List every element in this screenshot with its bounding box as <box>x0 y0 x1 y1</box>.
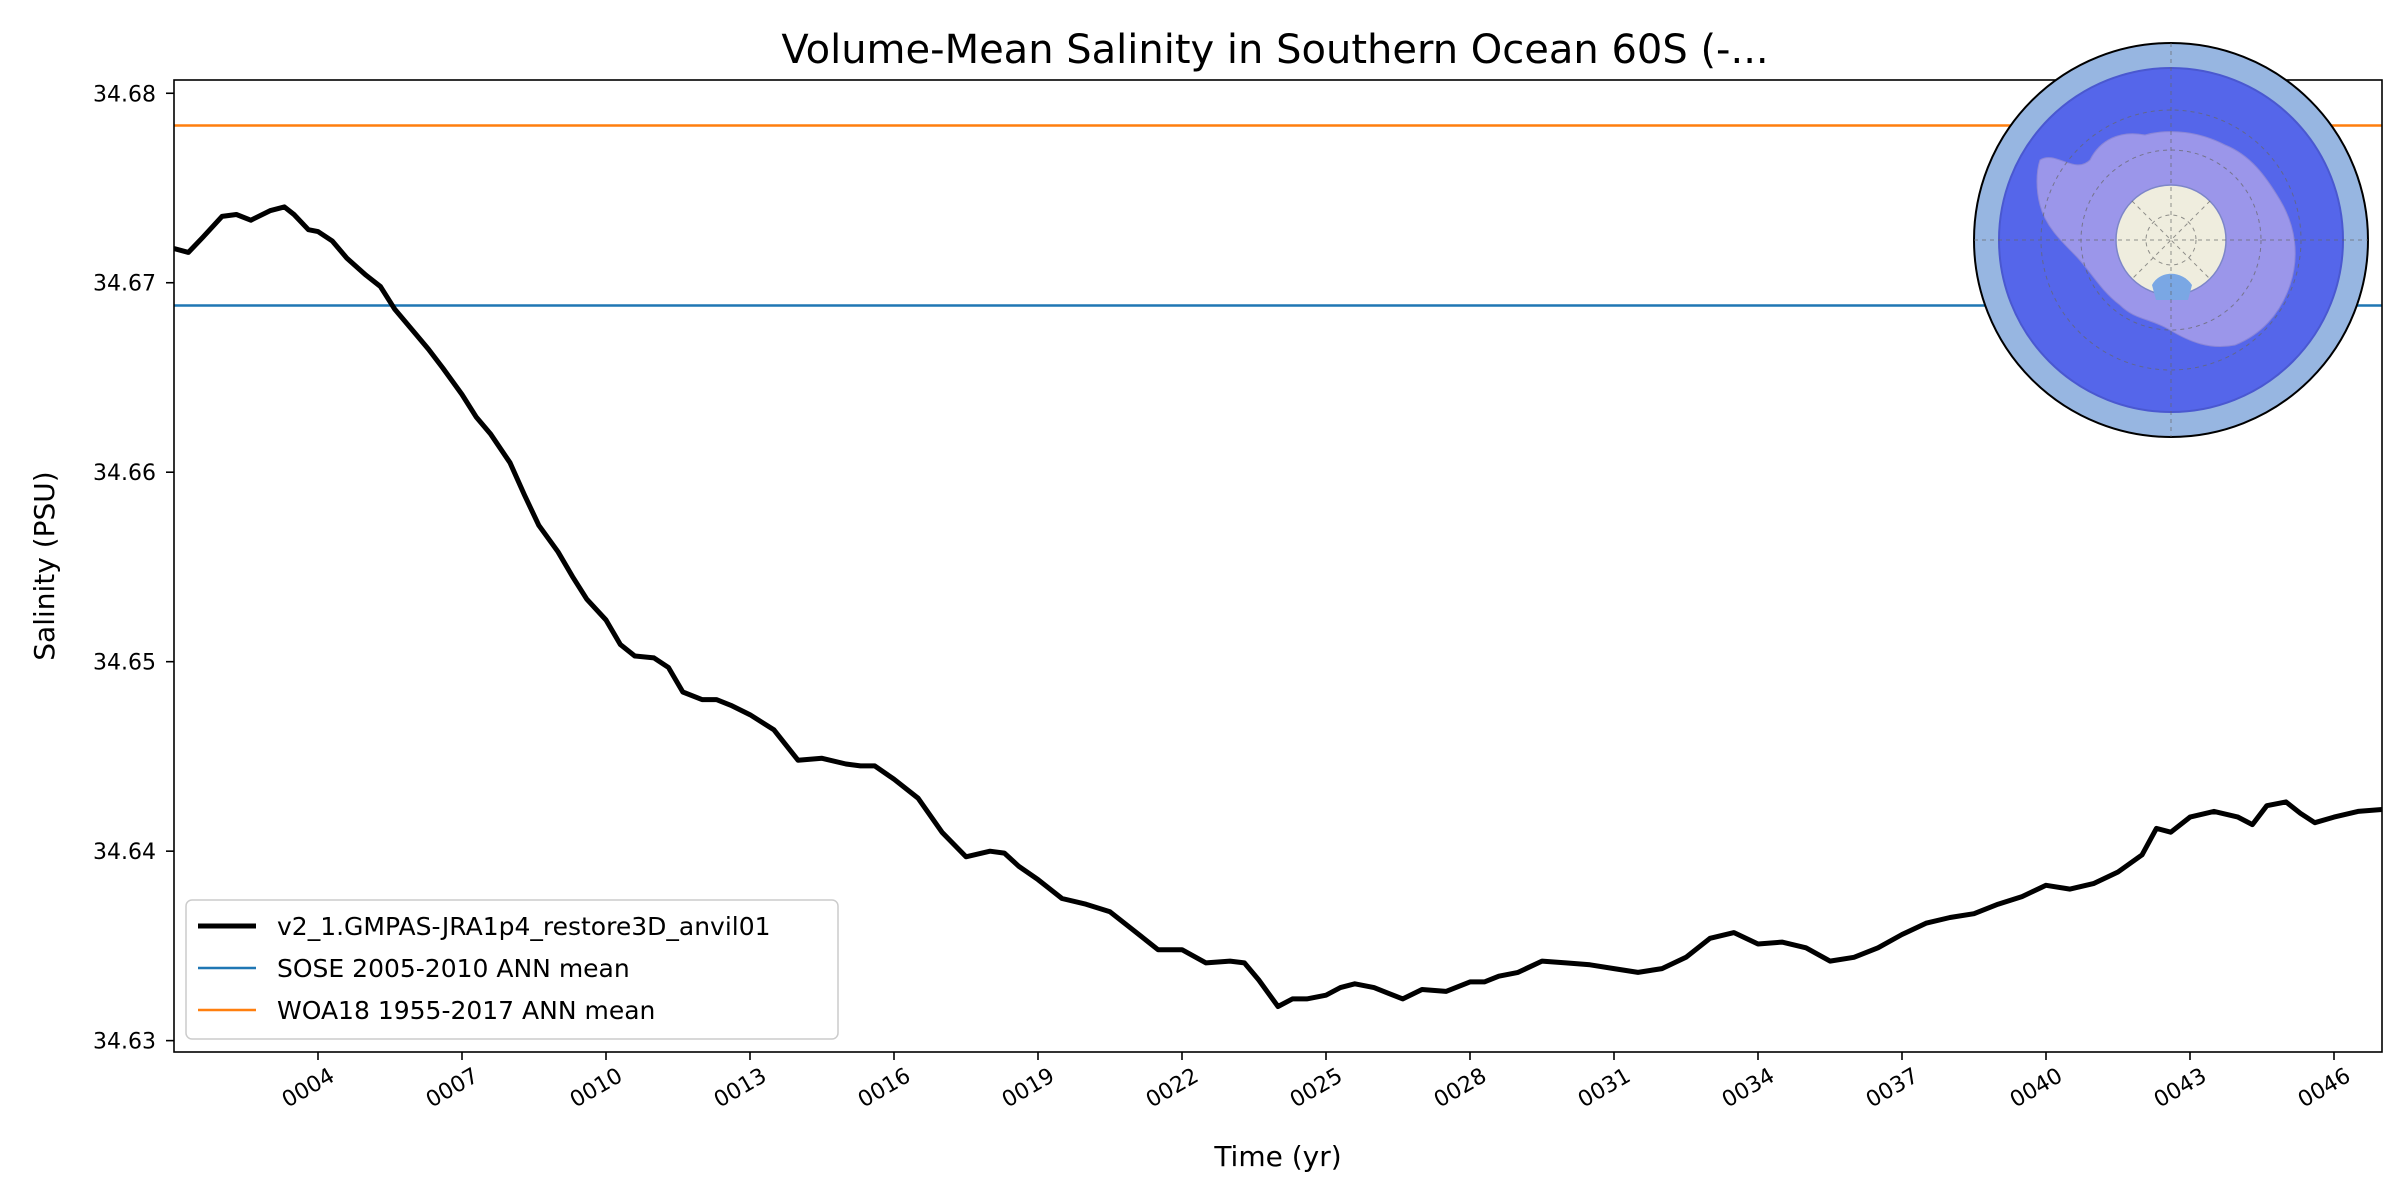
legend-label-sose: SOSE 2005-2010 ANN mean <box>277 954 630 983</box>
legend: v2_1.GMPAS-JRA1p4_restore3D_anvil01 SOSE… <box>185 899 839 1040</box>
y-tick-label: 34.68 <box>93 82 156 107</box>
legend-item-sose: SOSE 2005-2010 ANN mean <box>198 954 630 983</box>
y-tick-label: 34.63 <box>93 1030 156 1055</box>
inset-sector-notch <box>2152 273 2192 300</box>
inset-gridlines <box>1974 43 2368 437</box>
legend-label-woa18: WOA18 1955-2017 ANN mean <box>277 996 655 1025</box>
y-axis-label: Salinity (PSU) <box>28 471 61 660</box>
y-tick-label: 34.65 <box>93 651 156 676</box>
legend-item-model: v2_1.GMPAS-JRA1p4_restore3D_anvil01 <box>198 912 771 941</box>
plot-frame <box>173 79 2383 1053</box>
y-tick-label: 34.67 <box>93 272 156 297</box>
x-axis-label: Time (yr) <box>1213 1140 1341 1173</box>
series-line-model <box>174 204 2382 1009</box>
y-tick-label: 34.64 <box>93 840 156 865</box>
legend-item-woa18: WOA18 1955-2017 ANN mean <box>198 996 655 1025</box>
y-tick-label: 34.66 <box>93 461 156 486</box>
y-axis-ticks: 34.63 34.64 34.65 34.66 34.67 34.68 <box>93 82 174 1055</box>
legend-label-model: v2_1.GMPAS-JRA1p4_restore3D_anvil01 <box>277 912 771 941</box>
legend-box <box>185 899 839 1040</box>
chart-title: Volume-Mean Salinity in Southern Ocean 6… <box>781 27 1768 73</box>
antarctic-region-map-icon <box>1973 42 2369 438</box>
